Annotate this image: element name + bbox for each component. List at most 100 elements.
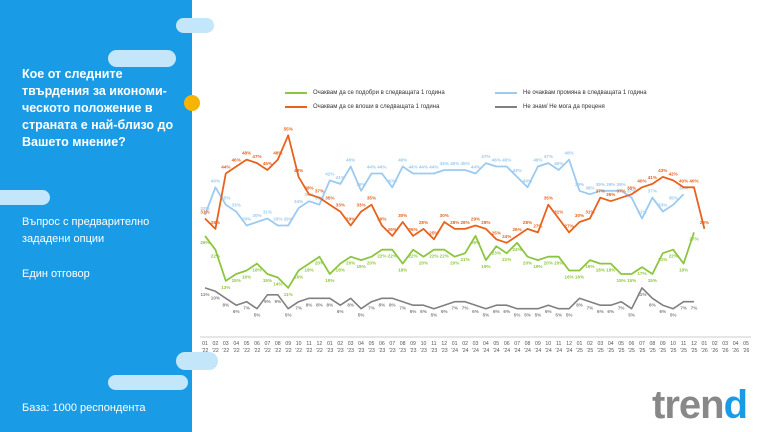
data-label-improve: 18% bbox=[398, 268, 407, 273]
data-label-improve: 22% bbox=[408, 254, 417, 259]
data-label-worse: 43% bbox=[658, 168, 667, 173]
data-label-worse: 46% bbox=[232, 158, 241, 163]
x-tick-label: 04'23 bbox=[358, 341, 365, 354]
data-label-improve: 24% bbox=[513, 247, 522, 252]
data-label-improve: 22% bbox=[377, 254, 386, 259]
data-label-worse: 27% bbox=[565, 223, 574, 228]
x-tick-label: 06'24 bbox=[503, 341, 510, 354]
data-label-no-change: 34% bbox=[294, 199, 303, 204]
data-label-worse: 28% bbox=[419, 220, 428, 225]
data-label-improve: 17% bbox=[637, 271, 646, 276]
data-label-improve: 18% bbox=[596, 268, 605, 273]
data-label-dont-know: 5% bbox=[285, 313, 292, 318]
data-label-no-change: 44% bbox=[419, 164, 428, 169]
data-label-no-change: 45% bbox=[460, 161, 469, 166]
legend-item-no-change: Не очаквам промяна в следващата 1 година bbox=[495, 90, 647, 96]
x-tick-label: 01'25 bbox=[576, 341, 583, 354]
data-label-dont-know: 5% bbox=[254, 313, 261, 318]
data-label-worse: 33% bbox=[336, 203, 345, 208]
data-label-dont-know: 5% bbox=[670, 313, 677, 318]
legend-label: Не знам/ Не мога да преценя bbox=[523, 104, 605, 110]
data-label-no-change: 48% bbox=[565, 151, 574, 156]
data-label-improve: 18% bbox=[679, 268, 688, 273]
data-label-no-change: 32% bbox=[200, 206, 209, 211]
data-label-worse: 38% bbox=[627, 185, 636, 190]
x-tick-label: 04'25 bbox=[607, 341, 614, 354]
data-label-worse: 33% bbox=[356, 203, 365, 208]
data-label-no-change: 45% bbox=[450, 161, 459, 166]
data-label-worse: 27% bbox=[533, 223, 542, 228]
decor-pill-bottom2 bbox=[108, 375, 188, 390]
x-tick-label: 06'23 bbox=[378, 341, 385, 354]
data-label-no-change: 39% bbox=[575, 182, 584, 187]
data-label-worse: 37% bbox=[617, 189, 626, 194]
data-label-worse: 35% bbox=[325, 196, 334, 201]
data-label-no-change: 46% bbox=[492, 158, 501, 163]
x-tick-label: 08'22 bbox=[274, 341, 281, 354]
data-label-improve: 20% bbox=[367, 261, 376, 266]
data-label-improve: 18% bbox=[336, 268, 345, 273]
data-label-no-change: 40% bbox=[211, 178, 220, 183]
x-tick-label: 11'22 bbox=[306, 341, 313, 354]
data-label-dont-know: 6% bbox=[441, 309, 448, 314]
data-label-no-change: 35% bbox=[669, 196, 678, 201]
data-label-dont-know: 6% bbox=[545, 309, 552, 314]
data-label-dont-know: 7% bbox=[587, 306, 594, 311]
data-label-dont-know: 7% bbox=[462, 306, 469, 311]
data-label-worse: 36% bbox=[606, 192, 615, 197]
x-tick-label: 07'25 bbox=[639, 341, 646, 354]
data-label-worse: 26% bbox=[388, 227, 397, 232]
data-label-worse: 40% bbox=[637, 178, 646, 183]
data-label-worse: 42% bbox=[669, 171, 678, 176]
data-label-worse: 35% bbox=[367, 196, 376, 201]
legend: Очаквам да се подобри в следващата 1 год… bbox=[285, 90, 685, 120]
x-tick-label: 02'22 bbox=[212, 341, 219, 354]
x-tick-label: 08'24 bbox=[524, 341, 531, 354]
legend-label: Очаквам да се влоши в следващата 1 годин… bbox=[313, 104, 440, 110]
data-label-worse: 25% bbox=[429, 230, 438, 235]
data-label-improve: 22% bbox=[440, 254, 449, 259]
data-label-dont-know: 7% bbox=[451, 306, 458, 311]
legend-item-dont-know: Не знам/ Не мога да преценя bbox=[495, 104, 605, 110]
x-tick-label: 08'25 bbox=[649, 341, 656, 354]
data-label-dont-know: 8% bbox=[379, 302, 386, 307]
data-label-dont-know: 6% bbox=[337, 309, 344, 314]
data-label-dont-know: 5% bbox=[555, 313, 562, 318]
data-label-worse: 28% bbox=[211, 220, 220, 225]
x-tick-label: 09'24 bbox=[535, 341, 542, 354]
decor-pill-bottom bbox=[176, 352, 218, 370]
x-tick-label: 02'26 bbox=[711, 341, 718, 354]
data-label-improve: 26% bbox=[200, 240, 209, 245]
data-label-no-change: 29% bbox=[284, 216, 293, 221]
data-label-dont-know: 7% bbox=[243, 306, 250, 311]
data-label-dont-know: 8% bbox=[222, 302, 229, 307]
data-label-improve: 18% bbox=[304, 268, 313, 273]
data-label-dont-know: 6% bbox=[607, 309, 614, 314]
data-label-dont-know: 5% bbox=[566, 313, 573, 318]
data-label-improve: 19% bbox=[356, 264, 365, 269]
data-label-dont-know: 5% bbox=[514, 313, 521, 318]
data-label-worse: 24% bbox=[502, 234, 511, 239]
data-label-improve: 16% bbox=[294, 275, 303, 280]
data-label-no-change: 39% bbox=[356, 182, 365, 187]
data-label-worse: 28% bbox=[460, 220, 469, 225]
data-label-improve: 20% bbox=[419, 261, 428, 266]
data-label-no-change: 33% bbox=[658, 203, 667, 208]
data-label-no-change: 44% bbox=[429, 164, 438, 169]
trend-logo: trend bbox=[652, 383, 748, 428]
data-label-no-change: 31% bbox=[263, 210, 272, 215]
x-tick-label: 07'23 bbox=[389, 341, 396, 354]
data-label-worse: 45% bbox=[263, 161, 272, 166]
x-tick-label: 11'24 bbox=[555, 341, 562, 354]
data-label-dont-know: 5% bbox=[628, 313, 635, 318]
x-tick-label: 05'22 bbox=[243, 341, 250, 354]
data-label-improve: 22% bbox=[211, 254, 220, 259]
data-label-dont-know: 11% bbox=[637, 292, 646, 297]
legend-label: Не очаквам промяна в следващата 1 година bbox=[523, 90, 647, 96]
data-label-improve: 20% bbox=[523, 261, 532, 266]
data-label-no-change: 44% bbox=[367, 164, 376, 169]
x-tick-label: 10'23 bbox=[420, 341, 427, 354]
data-label-no-change: 30% bbox=[252, 213, 261, 218]
data-label-improve: 16% bbox=[565, 275, 574, 280]
x-tick-label: 04'26 bbox=[732, 341, 739, 354]
